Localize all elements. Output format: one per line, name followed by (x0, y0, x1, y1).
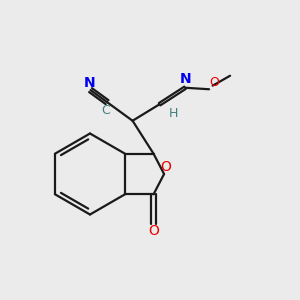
Text: N: N (83, 76, 95, 90)
Text: N: N (180, 72, 191, 86)
Text: C: C (101, 104, 110, 117)
Text: O: O (209, 76, 219, 89)
Text: O: O (160, 160, 171, 174)
Text: O: O (148, 224, 159, 238)
Text: H: H (168, 107, 178, 120)
